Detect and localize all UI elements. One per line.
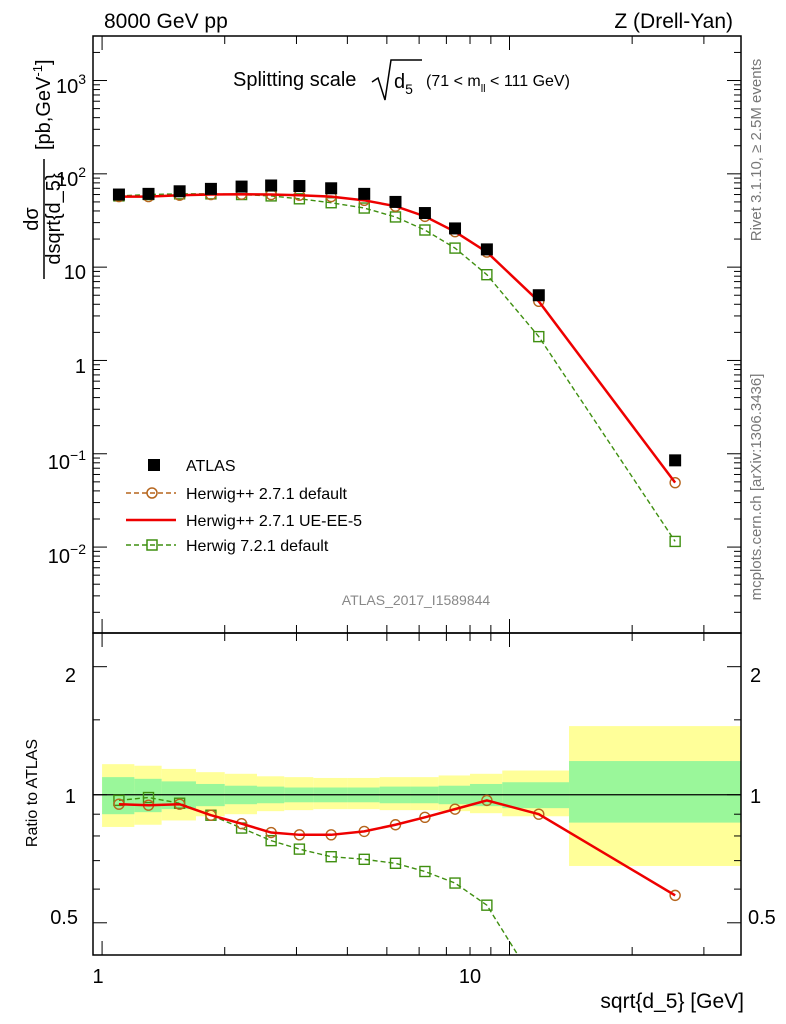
main-herwig-7-2-1-default-point-10 <box>419 224 431 236</box>
main-atlas-point-12 <box>480 243 493 256</box>
ratio-herwig-2-7-1-default-point-13 <box>533 808 545 820</box>
rivet-version-text: Rivet 3.1.10, ≥ 2.5M events <box>748 59 765 242</box>
main-atlas-point-3 <box>204 182 217 195</box>
ratio-herwig-2-7-1-default-point-4 <box>235 817 248 830</box>
ratio-herwig-2-7-1-default-point-14 <box>669 889 681 902</box>
ratio-herwig-7-2-1-default-point-13 <box>534 984 544 994</box>
main-herwig-7-2-1-default-point-13 <box>533 330 545 343</box>
band-inner-bin-1 <box>134 778 162 813</box>
ratio-y-tick-label-1-right: 1 <box>750 786 761 808</box>
x-tick-label-10: 10 <box>459 966 481 988</box>
mcplots-reference-text: mcplots.cern.ch [arXiv:1306.3436] <box>748 374 765 601</box>
main-y-tick-label-1: 1 <box>75 356 86 378</box>
ratio-y-tick-label-0.5-left: 0.5 <box>50 907 78 929</box>
main-y-tick-label-1000: 103 <box>56 71 86 98</box>
ratio-y-tick-label-1-left: 1 <box>65 786 76 808</box>
main-atlas-point-0 <box>112 188 125 201</box>
ratio-herwig-7-2-1-default-point-1 <box>142 791 155 804</box>
ratio-herwig-7-2-1-default-point-10 <box>419 865 431 878</box>
legend: ATLAS Herwig++ 2.7.1 default Herwig++ 2.… <box>126 458 362 555</box>
y-label-numerator: dσ <box>21 207 43 231</box>
main-atlas-point-6 <box>293 180 306 193</box>
main-atlas-point-4 <box>235 180 248 193</box>
main-atlas-point-13 <box>532 289 545 302</box>
main-herwig-7-2-1-default-point-11 <box>449 242 461 254</box>
legend-marker-atlas <box>148 459 160 471</box>
main-herwig-7-2-1-default-point-14 <box>669 535 681 548</box>
ratio-herwig-7-2-1-default-point-8 <box>358 853 370 866</box>
main-y-tick-label-10: 10 <box>64 262 86 284</box>
sqrt-symbol <box>371 59 422 101</box>
energy-label: 8000 GeV pp <box>104 10 228 33</box>
ratio-herwig-7-2-1-default-point-9 <box>389 857 402 869</box>
legend-label-herwig7-default: Herwig 7.2.1 default <box>186 538 329 555</box>
ratio-herwig-2-7-1-default-point-3 <box>205 809 217 821</box>
plot-title: Splitting scale d5 (71 < mll < 111 GeV) <box>233 59 570 101</box>
title-mass-range: (71 < mll < 111 GeV) <box>426 73 570 95</box>
ratio-herwig-7-2-1-default-point-6 <box>293 843 306 855</box>
ratio-herwig-7-2-1-default-point-7 <box>325 851 337 863</box>
y-label-units: [pb,GeV-1] <box>30 59 55 150</box>
ratio-y-tick-label-0.5-right: 0.5 <box>748 907 776 929</box>
ratio-herwig-7-2-1-default-point-5 <box>265 834 277 847</box>
main-herwig-7-2-1-default-point-6 <box>293 193 306 205</box>
ratio-herwig-7-2-1-default-point-11 <box>449 877 461 889</box>
x-axis-label: sqrt{d_5} [GeV] <box>600 990 744 1013</box>
main-atlas-point-10 <box>418 207 431 220</box>
ratio-herwig-7-2-1-default-line <box>118 796 519 955</box>
main-panel-series <box>112 179 682 548</box>
ratio-y-tick-label-2-right: 2 <box>750 665 761 687</box>
main-herwig-7-2-1-default-point-9 <box>389 211 402 223</box>
main-atlas-point-14 <box>669 454 682 467</box>
main-herwig-2-7-1-default-line <box>118 193 676 484</box>
x-tick-label-1: 1 <box>92 966 103 988</box>
ratio-herwig-2-7-1-default-point-11 <box>449 803 461 815</box>
main-atlas-point-8 <box>358 187 371 200</box>
main-y-axis-label: dσ dsqrt{d_5} [pb,GeV-1] <box>21 59 65 279</box>
ratio-y-tick-label-2-left: 2 <box>65 665 76 687</box>
legend-label-herwigpp-default: Herwig++ 2.7.1 default <box>186 486 348 503</box>
main-y-tick-label-0.1: 10−1 <box>48 447 86 474</box>
main-herwig-7-2-1-default-line <box>118 193 676 542</box>
legend-marker-herwigpp-default <box>146 487 158 499</box>
analysis-id: ATLAS_2017_I1589844 <box>342 592 491 608</box>
band-inner-bin-14 <box>569 761 741 823</box>
ratio-y-axis-label: Ratio to ATLAS <box>24 739 41 847</box>
main-herwig-7-2-1-default-point-12 <box>481 268 493 281</box>
ratio-panel-series <box>113 791 681 994</box>
ratio-herwig-2-7-1-default-point-12 <box>481 794 493 807</box>
main-atlas-point-7 <box>325 182 338 195</box>
legend-marker-herwig7-default <box>146 539 158 551</box>
ratio-panel-frame <box>92 632 742 956</box>
legend-label-herwigpp-ueee5: Herwig++ 2.7.1 UE-EE-5 <box>186 513 362 530</box>
axis-ticks <box>93 35 741 955</box>
main-herwig-2-7-1-ue-ee-5-line <box>118 192 677 484</box>
main-atlas-point-1 <box>142 187 155 200</box>
ratio-uncertainty-bands <box>102 726 741 866</box>
main-herwig-7-2-1-default-point-8 <box>358 202 370 214</box>
y-label-denominator: dsqrt{d_5} <box>43 173 65 265</box>
plot-title-main: Splitting scale <box>233 69 356 91</box>
main-atlas-point-5 <box>265 179 278 192</box>
main-atlas-point-2 <box>173 185 186 198</box>
title-symbol: d5 <box>394 71 413 97</box>
ratio-herwig-7-2-1-default-point-12 <box>481 899 493 911</box>
main-y-tick-label-0.01: 10−2 <box>48 541 86 568</box>
main-atlas-point-11 <box>449 222 462 235</box>
main-atlas-point-9 <box>389 195 402 208</box>
legend-label-atlas: ATLAS <box>186 458 236 475</box>
process-label: Z (Drell-Yan) <box>614 10 733 33</box>
main-herwig-2-7-1-default-point-14 <box>669 476 681 489</box>
ratio-herwig-2-7-1-ue-ee-5-line <box>118 799 676 897</box>
